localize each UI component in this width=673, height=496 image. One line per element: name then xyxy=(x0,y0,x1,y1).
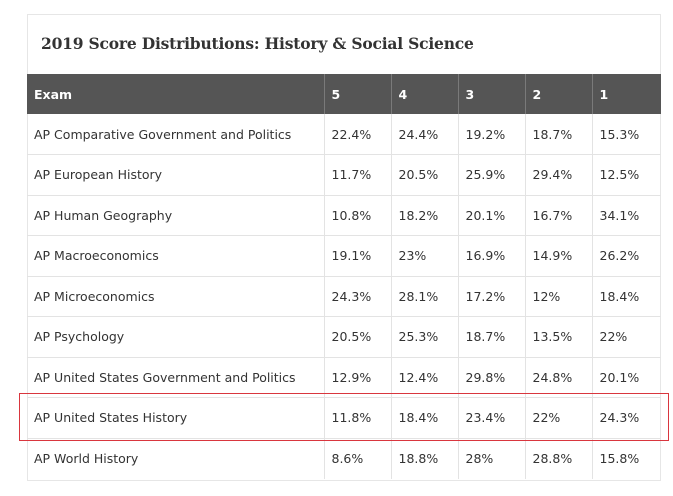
score-3-cell: 17.2% xyxy=(458,276,526,317)
score-2-cell: 13.5% xyxy=(525,316,593,358)
exam-name: AP United States Government and Politics xyxy=(27,357,325,398)
score-3-cell: 18.7% xyxy=(458,316,526,358)
score-1-cell: 15.8% xyxy=(599,451,640,466)
score-3-cell: 16.9% xyxy=(458,235,526,277)
score-1-cell: 18.4% xyxy=(592,276,661,317)
exam-name: AP Microeconomics xyxy=(27,276,325,317)
score-5-cell: 8.6% xyxy=(324,438,392,479)
score-1-cell: 34.1% xyxy=(592,195,661,236)
exam-name: AP European History xyxy=(27,154,325,196)
score-2-cell: 12% xyxy=(525,276,593,317)
table-row: AP Microeconomics 24.3% 28.1% 17.2% 12% 18.4% xyxy=(27,276,661,317)
score-2-cell: 24.8% xyxy=(525,357,593,398)
table-header-row: Exam 5 4 3 2 1 xyxy=(27,74,661,114)
score-5-cell: 11.7% xyxy=(324,154,392,196)
score-5-cell: 11.8% xyxy=(324,397,392,439)
score-4-cell: 18.8% xyxy=(391,438,459,479)
score-3-cell: 25.9% xyxy=(458,154,526,196)
table-row: AP Comparative Government and Politics 22… xyxy=(27,114,661,155)
score-4-cell: 18.2% xyxy=(391,195,459,236)
score-4-cell: 25.3% xyxy=(391,316,459,358)
score-3-cell: 29.8% xyxy=(458,357,526,398)
score-5-cell: 22.4% xyxy=(324,114,392,155)
score-4-cell: 28.1% xyxy=(391,276,459,317)
score-5-cell: 20.5% xyxy=(324,316,392,358)
score-2-cell: 16.7% xyxy=(525,195,593,236)
exam-name: AP Macroeconomics xyxy=(27,235,325,277)
score-1-cell: 20.1% xyxy=(592,357,661,398)
score-distribution-table: Exam 5 4 3 2 1 AP Comparative Government… xyxy=(27,74,661,479)
exam-name: AP Human Geography xyxy=(27,195,325,236)
header-score-3: 3 xyxy=(458,74,526,114)
score-2-cell: 14.9% xyxy=(525,235,593,277)
exam-name: AP Psychology xyxy=(27,316,325,358)
table-row: AP World History 8.6% 18.8% 28% 28.8% 15.8% xyxy=(27,438,661,479)
table-title: 2019 Score Distributions: History & Soci… xyxy=(41,34,474,53)
score-4-cell: 20.5% xyxy=(391,154,459,196)
score-3-cell: 19.2% xyxy=(458,114,526,155)
score-4-cell: 12.4% xyxy=(391,357,459,398)
header-score-2: 2 xyxy=(525,74,593,114)
score-5-cell: 19.1% xyxy=(324,235,392,277)
score-3-cell: 20.1% xyxy=(458,195,526,236)
score-2-cell: 29.4% xyxy=(525,154,593,196)
score-1-cell: 24.3% xyxy=(592,397,661,439)
score-4-cell: 23% xyxy=(391,235,459,277)
score-4-cell: 18.4% xyxy=(391,397,459,439)
table-row: AP Macroeconomics 19.1% 23% 16.9% 14.9% 26.2% xyxy=(27,235,661,277)
score-5-cell: 12.9% xyxy=(324,357,392,398)
header-score-5: 5 xyxy=(324,74,392,114)
table-row: AP Psychology 20.5% 25.3% 18.7% 13.5% 22% xyxy=(27,316,661,358)
exam-name: AP Comparative Government and Politics xyxy=(27,114,325,155)
header-exam: Exam xyxy=(27,74,325,114)
exam-name: AP United States History xyxy=(27,397,325,439)
score-2-cell: 22% xyxy=(525,397,593,439)
score-3-cell: 28% xyxy=(458,438,526,479)
table-row: AP United States Government and Politics… xyxy=(27,357,661,398)
score-1-cell: 15.3% xyxy=(592,114,661,155)
header-score-1: 1 xyxy=(592,74,661,114)
exam-name: AP World History xyxy=(27,438,325,479)
score-2-cell: 28.8% xyxy=(525,438,593,479)
table-row: AP European History 11.7% 20.5% 25.9% 29.4% 1… xyxy=(27,154,661,196)
header-score-4: 4 xyxy=(391,74,459,114)
score-4-cell: 24.4% xyxy=(391,114,459,155)
table-row: AP Human Geography 10.8% 18.2% 20.1% 16.7% 34… xyxy=(27,195,661,236)
score-1-cell: 22% xyxy=(592,316,661,358)
table-row: AP United States History 11.8% 18.4% 23.4% 2… xyxy=(27,397,661,439)
score-3-cell: 23.4% xyxy=(458,397,526,439)
score-5-cell: 10.8% xyxy=(324,195,392,236)
score-1-cell: 26.2% xyxy=(592,235,661,277)
score-1-cell: 12.5% xyxy=(592,154,661,196)
score-5-cell: 24.3% xyxy=(324,276,392,317)
score-2-cell: 18.7% xyxy=(525,114,593,155)
